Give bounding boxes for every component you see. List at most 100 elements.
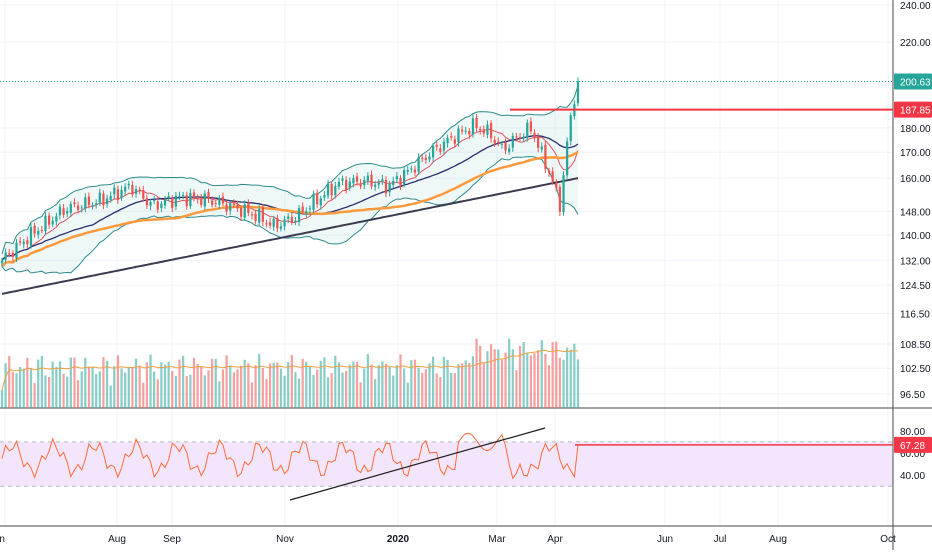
candle-body <box>453 139 456 144</box>
volume-bar <box>225 355 228 408</box>
resistance-badge-bg <box>894 101 932 118</box>
candle-body <box>551 171 554 182</box>
volume-bar <box>439 377 442 408</box>
volume-bar <box>381 361 384 408</box>
volume-bar <box>352 361 355 408</box>
candle-body <box>421 157 424 159</box>
candle-body <box>500 143 504 145</box>
price-tick-label: 240.00 <box>900 1 931 12</box>
candle-body <box>127 183 130 186</box>
candle-body <box>337 181 341 187</box>
price-tick-label: 220.00 <box>900 38 931 49</box>
volume-bar <box>80 371 83 408</box>
candle-body <box>475 117 478 129</box>
last-price-badge: 200.63 <box>894 73 932 90</box>
candle-body <box>178 195 181 197</box>
candle-body <box>377 182 380 185</box>
candle-body <box>576 81 580 104</box>
rsi-tick-label: 60.00 <box>900 449 925 460</box>
price-tick-label: 170.00 <box>900 148 931 159</box>
candle-body <box>479 128 482 131</box>
volume-bar <box>431 356 435 408</box>
ma-200-line <box>1 177 579 295</box>
volume-bar <box>555 341 558 408</box>
volume-bar <box>287 362 290 408</box>
volume-bar <box>544 353 547 408</box>
volume-bar <box>102 357 105 408</box>
volume-bar <box>428 363 431 408</box>
time-tick-label: 2020 <box>387 534 410 545</box>
candle-body <box>392 180 395 186</box>
volume-bar <box>345 370 348 408</box>
volume-bar <box>576 359 580 408</box>
candle-body <box>526 122 529 138</box>
candle-body <box>268 222 272 226</box>
volume-bar <box>537 350 540 408</box>
candle-body <box>417 157 420 172</box>
volume-bar <box>508 338 511 408</box>
candle-body <box>522 136 525 138</box>
volume-bar <box>460 363 464 408</box>
candle-body <box>214 203 217 205</box>
volume-bar <box>182 355 185 408</box>
volume-bar <box>40 355 43 408</box>
candle-body <box>348 181 351 189</box>
candle-body <box>450 136 453 138</box>
volume-bar <box>44 375 47 408</box>
volume-bar <box>301 358 304 408</box>
volume-bar <box>247 363 250 408</box>
candle-body <box>156 201 159 210</box>
candle-body <box>250 214 254 216</box>
volume-bar <box>210 358 214 408</box>
candle-body <box>131 185 134 195</box>
volume-bar <box>189 374 192 408</box>
candle-body <box>435 145 438 147</box>
candle-body <box>26 240 29 245</box>
candle-body <box>4 252 7 260</box>
candle-body <box>138 189 141 191</box>
rsi-trendline <box>289 427 546 501</box>
volume-bar <box>73 357 76 408</box>
candle-body <box>265 223 268 225</box>
volume-bar <box>410 360 413 408</box>
candle-body <box>366 175 370 181</box>
volume-bar <box>337 362 341 408</box>
volume-bar <box>145 362 149 408</box>
candle-body <box>497 141 500 144</box>
volume-bar <box>363 368 366 408</box>
resistance-badge: 187.85 <box>894 101 932 118</box>
candle-body <box>489 123 493 139</box>
volume-bar <box>294 372 297 408</box>
volume-bar <box>127 367 130 408</box>
volume-bar <box>69 357 72 408</box>
candle-body <box>508 148 511 152</box>
rsi-current-badge-bg <box>894 436 932 453</box>
candle-body <box>482 129 485 134</box>
volume-bar <box>8 355 11 408</box>
candle-body <box>428 156 431 160</box>
candle-body <box>200 198 203 205</box>
candle-body <box>341 178 344 181</box>
candle-body <box>22 241 25 245</box>
volume-bar <box>214 358 217 408</box>
volume-bar <box>261 368 264 408</box>
candle-body <box>98 192 101 203</box>
candle-body <box>58 206 62 216</box>
volume-bar <box>131 367 134 408</box>
volume-bar <box>149 354 152 408</box>
volume-bar <box>366 354 370 408</box>
candle-body <box>210 200 214 205</box>
candle-body <box>486 124 489 135</box>
volume-bar <box>218 381 221 408</box>
volume-bar <box>355 361 359 408</box>
candle-body <box>47 215 51 225</box>
volume-bar <box>178 359 181 408</box>
candle-body <box>11 252 14 257</box>
candle-body <box>102 193 105 206</box>
volume-bar <box>417 367 420 408</box>
volume-bar <box>569 349 572 408</box>
candle-body <box>283 219 286 227</box>
candle-body <box>468 131 471 135</box>
